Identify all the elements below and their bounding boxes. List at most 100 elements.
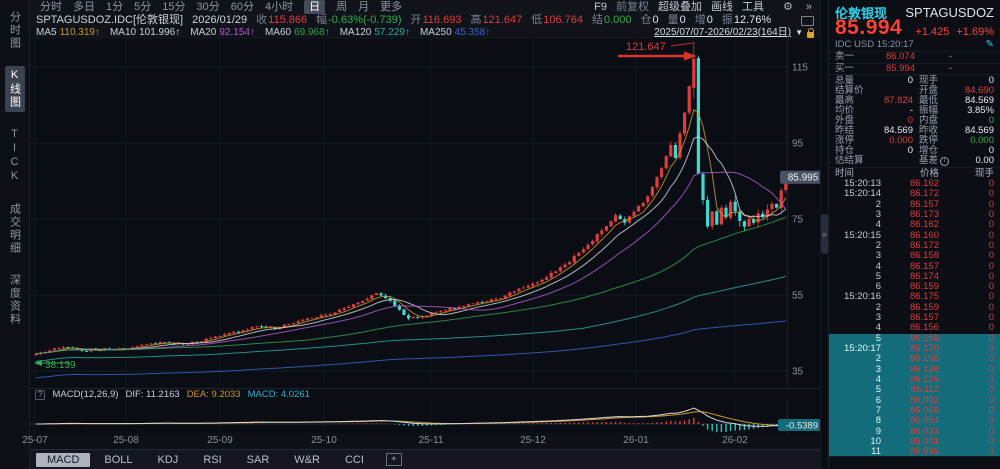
splitter-handle[interactable]: »	[821, 214, 828, 254]
tool-工具[interactable]: 工具	[742, 1, 764, 13]
x-axis: 25-07 25-08 25-09 25-10 25-11 25-12 26-01 26-02	[22, 433, 820, 449]
tick-vol: 0	[988, 208, 994, 220]
indicator-tab-W&R[interactable]: W&R	[294, 453, 320, 466]
tick-price: 86.158	[909, 250, 939, 262]
tick-row[interactable]: 3 86.157 0	[829, 312, 1000, 323]
add-indicator-button[interactable]: +	[385, 453, 402, 466]
sidebar-item-深度资料[interactable]: 深度资料	[8, 274, 21, 326]
field-label: 结	[591, 14, 603, 26]
indicator-tab-KDJ[interactable]: KDJ	[157, 453, 179, 466]
candlestick-chart[interactable]: 121.647 38.139 115 95 75 55 35 85.995	[30, 39, 826, 388]
timeframe-tab[interactable]: 5分	[134, 1, 152, 13]
tick-row[interactable]: 15:20:13 86.162 0	[829, 179, 1000, 189]
field-value: 0	[706, 14, 713, 26]
timeframe-tab[interactable]: 4小时	[265, 1, 294, 13]
tick-row[interactable]: 2 86.172 0	[829, 240, 1000, 251]
tool-超级叠加[interactable]: 超级叠加	[658, 1, 702, 13]
indicator-tab-RSI[interactable]: RSI	[203, 453, 222, 466]
quote-field: 幅 -0.63%(-0.739)	[316, 14, 401, 27]
x-axis-label: 25-12	[520, 435, 546, 446]
sidebar-item-成交明细[interactable]: 成交明细	[8, 203, 21, 255]
chevron-down-icon[interactable]: ▼	[795, 28, 803, 37]
tick-price: 86.138	[909, 363, 939, 375]
tick-row[interactable]: 6 86.159 0	[829, 281, 1000, 292]
timeframe-tab[interactable]: 月	[358, 1, 370, 13]
macd-pane[interactable]: -0.5389	[30, 400, 826, 433]
tick-row[interactable]: 3 86.158 0	[829, 250, 1000, 262]
tick-row[interactable]: 3 86.138 0	[829, 363, 1000, 375]
tick-time: 3	[875, 208, 881, 220]
indicator-tab-SAR[interactable]: SAR	[246, 453, 270, 466]
timeframe-tab[interactable]: 更多	[380, 1, 403, 13]
timeframe-tab[interactable]: 1分	[106, 1, 124, 13]
date-range[interactable]: 2025/07/07-2026/02/23(164日)	[654, 27, 792, 38]
sidebar-item-分时图[interactable]: 分时图	[8, 11, 21, 50]
timeframe-tab[interactable]: 30分	[196, 1, 220, 13]
tick-vol: 0	[988, 219, 994, 231]
macd-name: MACD(12,26,9)	[52, 389, 119, 400]
collapse-icon[interactable]: »	[805, 1, 812, 13]
stat-value: 84.569	[964, 125, 994, 136]
timeframe-tab[interactable]: 日	[304, 0, 326, 14]
screen-icon[interactable]	[801, 15, 814, 26]
tick-row[interactable]: 2 86.159 0	[829, 302, 1000, 313]
tick-row[interactable]: 4 86.162 0	[829, 219, 1000, 231]
tick-price: 86.173	[909, 208, 939, 220]
panel-splitter[interactable]: »	[820, 0, 828, 469]
stats-row: 涨停 0.000 跌停 0.000	[829, 136, 1000, 146]
tick-row[interactable]: 3 86.173 0	[829, 208, 1000, 220]
lock-icon[interactable]	[807, 27, 814, 38]
indicator-tab-CCI[interactable]: CCI	[344, 453, 364, 466]
timeframe-tab[interactable]: 周	[336, 1, 348, 13]
field-value: 115.866	[268, 14, 308, 26]
indicator-tab-MACD[interactable]: MACD	[36, 452, 91, 467]
tick-row[interactable]: 4 86.126 0	[829, 374, 1000, 386]
indicator-tab-BOLL[interactable]: BOLL	[104, 453, 133, 466]
tool-画线[interactable]: 画线	[711, 1, 733, 13]
gear-icon[interactable]: ⚙	[783, 1, 793, 13]
tick-list[interactable]: 15:20:13 86.162 0 15:20:14 86.172 0 2 86.157 0 3 8…	[829, 179, 1000, 456]
tick-row[interactable]: 4 86.157 0	[829, 260, 1000, 272]
tick-time: 4	[875, 260, 881, 272]
tool-F9[interactable]: F9	[594, 1, 607, 13]
tick-row[interactable]: 4 86.156 0	[829, 323, 1000, 334]
sidebar-item-TICK[interactable]: TICK	[8, 128, 21, 184]
stat-value: 87.824	[883, 95, 913, 106]
tick-row[interactable]: 15:20:15 86.160 0	[829, 230, 1000, 241]
quote-fields: 收 115.866 幅 -0.63%(-0.739) 开 116.693 高 121.647 低…	[256, 14, 771, 27]
tick-row[interactable]: 2 86.156 0	[829, 353, 1000, 365]
tick-row[interactable]: 11 85.996 0	[829, 446, 1000, 456]
timeframe-tab[interactable]: 多日	[73, 1, 95, 13]
tick-row[interactable]: 8 86.054 0	[829, 415, 1000, 427]
tick-vol: 0	[988, 384, 994, 396]
timeframe-tab[interactable]: 60分	[230, 1, 254, 13]
stat-cell: 持仓 0	[835, 146, 919, 156]
tick-row[interactable]: 6 86.092 0	[829, 395, 1000, 406]
tick-row[interactable]: 7 86.068 0	[829, 404, 1000, 417]
tick-price: 86.156	[909, 353, 939, 365]
tick-row[interactable]: 9 86.033 0	[829, 426, 1000, 437]
help-icon[interactable]: ?	[35, 389, 46, 400]
bid-row[interactable]: 买一 85.994 -	[829, 62, 1000, 75]
tick-row[interactable]: 15:20:16 86.175 0	[829, 292, 1000, 303]
ask-row[interactable]: 卖一 86.074 -	[829, 51, 1000, 63]
tick-row[interactable]: 15:20:14 86.172 0	[829, 188, 1000, 199]
ma-legend-item: MA10 101.996↑	[110, 27, 180, 39]
tick-row[interactable]: 5 86.113 0	[829, 384, 1000, 396]
tick-time: 8	[875, 415, 881, 427]
last-price: 85.994	[835, 16, 903, 39]
timeframe-tab[interactable]: 15分	[162, 1, 186, 13]
tool-前复权[interactable]: 前复权	[616, 1, 649, 13]
edit-icon[interactable]: ✎	[985, 39, 994, 50]
tick-row[interactable]: 10 86.001 0	[829, 436, 1000, 448]
tick-row[interactable]: 15:20:17 86.170 0	[829, 343, 1000, 355]
sidebar-item-K线图[interactable]: K线图	[4, 66, 25, 112]
field-label: 量	[667, 14, 679, 26]
timeframe-tab[interactable]: 分时	[40, 1, 62, 13]
tick-price: 86.068	[909, 404, 939, 416]
tick-row[interactable]: 5 86.158 0	[829, 333, 1000, 344]
tick-row[interactable]: 2 86.157 0	[829, 199, 1000, 210]
tick-row[interactable]: 5 86.174 0	[829, 271, 1000, 282]
bar-date: 2026/01/29	[192, 14, 248, 26]
